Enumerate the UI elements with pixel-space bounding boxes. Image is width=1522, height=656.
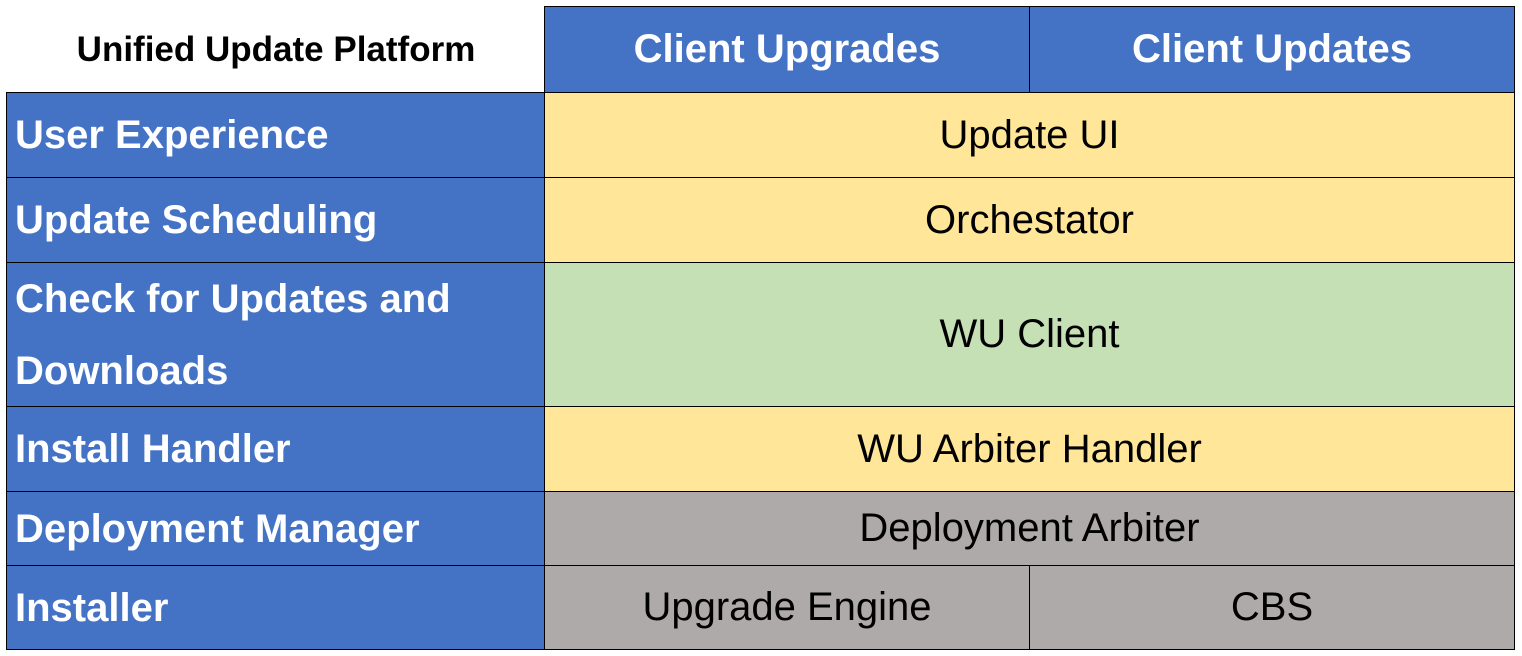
cell-deployment-arbiter: Deployment Arbiter [544,491,1515,566]
column-header-client-upgrades: Client Upgrades [544,6,1030,93]
column-header-client-updates: Client Updates [1029,6,1515,93]
row-label-user-experience: User Experience [6,92,545,178]
cell-orchestrator: Orchestator [544,177,1515,263]
cell-wu-client: WU Client [544,262,1515,407]
cell-update-ui: Update UI [544,92,1515,178]
platform-title: Unified Update Platform [76,30,476,69]
cell-cbs: CBS [1029,565,1515,650]
row-label-installer: Installer [6,565,545,650]
row-label-install-handler: Install Handler [6,406,545,492]
row-label-check-for-updates: Check for Updates and Downloads [6,262,545,407]
cell-upgrade-engine: Upgrade Engine [544,565,1030,650]
row-label-update-scheduling: Update Scheduling [6,177,545,263]
row-label-deployment-manager: Deployment Manager [6,491,545,566]
cell-wu-arbiter-handler: WU Arbiter Handler [544,406,1515,492]
